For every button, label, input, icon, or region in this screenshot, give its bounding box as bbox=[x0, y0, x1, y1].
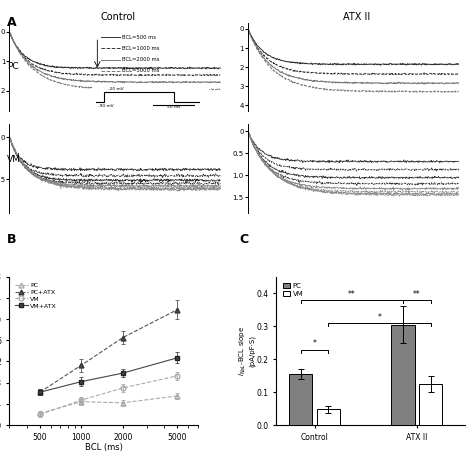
Bar bbox=[289, 374, 312, 425]
Title: ATX II: ATX II bbox=[343, 12, 370, 22]
Text: BCL=1000 ms: BCL=1000 ms bbox=[122, 46, 159, 51]
X-axis label: BCL (ms): BCL (ms) bbox=[84, 443, 122, 452]
Text: *: * bbox=[378, 313, 382, 322]
Text: BCL=5000 ms: BCL=5000 ms bbox=[122, 68, 159, 73]
Text: *: * bbox=[313, 339, 317, 348]
Title: Control: Control bbox=[100, 12, 136, 22]
Text: C: C bbox=[239, 233, 248, 246]
Text: PC: PC bbox=[7, 62, 19, 72]
Text: B: B bbox=[7, 233, 17, 246]
Bar bbox=[419, 384, 442, 425]
Text: BCL=500 ms: BCL=500 ms bbox=[122, 35, 156, 40]
Bar bbox=[392, 324, 415, 425]
Text: VM: VM bbox=[7, 155, 21, 164]
Text: **: ** bbox=[413, 290, 421, 298]
Text: **: ** bbox=[348, 290, 356, 298]
Legend: PC, PC+ATX, VM, VM+ATX: PC, PC+ATX, VM, VM+ATX bbox=[13, 280, 59, 311]
Legend: PC, VM: PC, VM bbox=[280, 280, 306, 300]
Bar bbox=[317, 409, 340, 425]
Y-axis label: $I_{NaL}$-BCL slope
(pA/pF·S): $I_{NaL}$-BCL slope (pA/pF·S) bbox=[237, 326, 255, 376]
Text: BCL=2000 ms: BCL=2000 ms bbox=[122, 57, 159, 62]
Text: A: A bbox=[7, 16, 17, 29]
